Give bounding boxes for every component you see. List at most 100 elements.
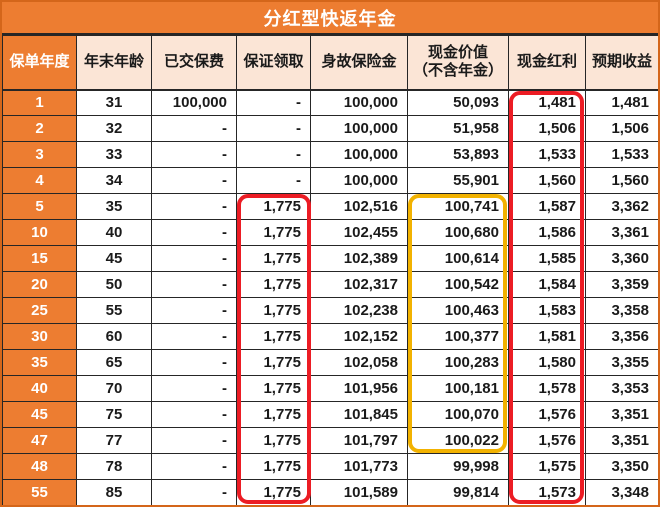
table-cell: - — [151, 245, 237, 272]
table-cell: 102,455 — [310, 219, 408, 246]
table-cell: - — [151, 297, 237, 324]
table-cell: 1,576 — [508, 401, 586, 428]
policy-year-cell: 1 — [2, 89, 77, 116]
table-cell: 1,775 — [236, 349, 311, 376]
table-cell: 3,351 — [585, 401, 658, 428]
table-cell: - — [151, 167, 237, 194]
table-cell: 1,775 — [236, 219, 311, 246]
table-cell: 77 — [76, 427, 152, 454]
table-cell: 1,481 — [508, 89, 586, 116]
table-cell: 101,589 — [310, 479, 408, 505]
table-cell: 1,775 — [236, 375, 311, 402]
policy-year-cell: 15 — [2, 245, 77, 272]
table-row: 1 31 100,000-100,000 50,093 1,481 1,481 — [2, 89, 658, 116]
policy-year-cell: 10 — [2, 219, 77, 246]
table-cell: 1,586 — [508, 219, 586, 246]
policy-year-cell: 45 — [2, 401, 77, 428]
table-cell: 31 — [76, 89, 152, 116]
table-cell: 102,238 — [310, 297, 408, 324]
table-cell: 1,581 — [508, 323, 586, 350]
table-cell: 53,893 — [407, 141, 509, 168]
table-cell: 1,533 — [585, 141, 658, 168]
table-cell: 78 — [76, 453, 152, 480]
policy-year-cell: 55 — [2, 479, 77, 505]
table-cell: 102,389 — [310, 245, 408, 272]
policy-year-cell: 40 — [2, 375, 77, 402]
policy-year-cell: 2 — [2, 115, 77, 142]
table-cell: 1,587 — [508, 193, 586, 220]
policy-year-cell: 25 — [2, 297, 77, 324]
table-cell: 101,956 — [310, 375, 408, 402]
table-cell: 1,578 — [508, 375, 586, 402]
table-cell: 1,533 — [508, 141, 586, 168]
table-cell: 100,542 — [407, 271, 509, 298]
table-cell: - — [236, 167, 311, 194]
table-cell: 60 — [76, 323, 152, 350]
table-row: 45 75-1,775 101,845 100,070 1,576 3,351 — [2, 401, 658, 428]
table-cell: 100,680 — [407, 219, 509, 246]
table-row: 40 70-1,775 101,956 100,181 1,578 3,353 — [2, 375, 658, 402]
table-cell: 85 — [76, 479, 152, 505]
table-row: 25 55-1,775 102,238 100,463 1,583 3,358 — [2, 297, 658, 324]
table-cell: 1,560 — [585, 167, 658, 194]
table-cell: 102,516 — [310, 193, 408, 220]
table-cell: 3,356 — [585, 323, 658, 350]
header-premium-paid: 已交保费 — [151, 35, 237, 91]
header-cash-dividend: 现金红利 — [508, 35, 586, 91]
table-cell: 100,000 — [151, 89, 237, 116]
table-row: 47 77-1,775 101,797 100,022 1,576 3,351 — [2, 427, 658, 454]
policy-year-cell: 48 — [2, 453, 77, 480]
policy-year-cell: 5 — [2, 193, 77, 220]
table-cell: - — [151, 141, 237, 168]
table-cell: 70 — [76, 375, 152, 402]
table-cell: 40 — [76, 219, 152, 246]
table-cell: 100,000 — [310, 141, 408, 168]
header-guaranteed-payout: 保证领取 — [236, 35, 311, 91]
table-cell: 3,355 — [585, 349, 658, 376]
table-row: 3 33- -100,000 53,893 1,533 1,533 — [2, 141, 658, 168]
table-cell: 1,506 — [585, 115, 658, 142]
header-age-year-end: 年末年龄 — [76, 35, 152, 91]
table-row: 15 45-1,775 102,389 100,614 1,585 3,360 — [2, 245, 658, 272]
table-cell: - — [151, 271, 237, 298]
table-cell: 1,560 — [508, 167, 586, 194]
table-cell: 100,181 — [407, 375, 509, 402]
table-row: 4 34- -100,000 55,901 1,560 1,560 — [2, 167, 658, 194]
table-cell: 1,775 — [236, 297, 311, 324]
table-cell: 1,573 — [508, 479, 586, 505]
table-row: 2 32- -100,000 51,958 1,506 1,506 — [2, 115, 658, 142]
table-cell: 3,359 — [585, 271, 658, 298]
table-cell: - — [151, 401, 237, 428]
table-cell: - — [236, 89, 311, 116]
table-cell: 99,814 — [407, 479, 509, 505]
table-cell: 102,152 — [310, 323, 408, 350]
table-cell: 1,775 — [236, 401, 311, 428]
header-policy-year: 保单年度 — [2, 35, 77, 91]
table-cell: 1,583 — [508, 297, 586, 324]
table-cell: 1,481 — [585, 89, 658, 116]
table-cell: 100,000 — [310, 115, 408, 142]
table-cell: 99,998 — [407, 453, 509, 480]
table-cell: 55,901 — [407, 167, 509, 194]
table-cell: 35 — [76, 193, 152, 220]
table-cell: 1,580 — [508, 349, 586, 376]
table-cell: 1,775 — [236, 245, 311, 272]
table-cell: 1,775 — [236, 323, 311, 350]
table-cell: 1,775 — [236, 427, 311, 454]
table-cell: - — [151, 427, 237, 454]
table-cell: 65 — [76, 349, 152, 376]
table-cell: 1,775 — [236, 453, 311, 480]
table-cell: 1,585 — [508, 245, 586, 272]
policy-year-cell: 30 — [2, 323, 77, 350]
table-cell: 101,773 — [310, 453, 408, 480]
table-row: 10 40-1,775 102,455 100,680 1,586 3,361 — [2, 219, 658, 246]
table-cell: - — [151, 323, 237, 350]
table-cell: 3,348 — [585, 479, 658, 505]
table-cell: 100,377 — [407, 323, 509, 350]
table-cell: - — [151, 453, 237, 480]
table-cell: 100,741 — [407, 193, 509, 220]
table-cell: 102,058 — [310, 349, 408, 376]
table-cell: - — [151, 219, 237, 246]
table-cell: - — [151, 193, 237, 220]
